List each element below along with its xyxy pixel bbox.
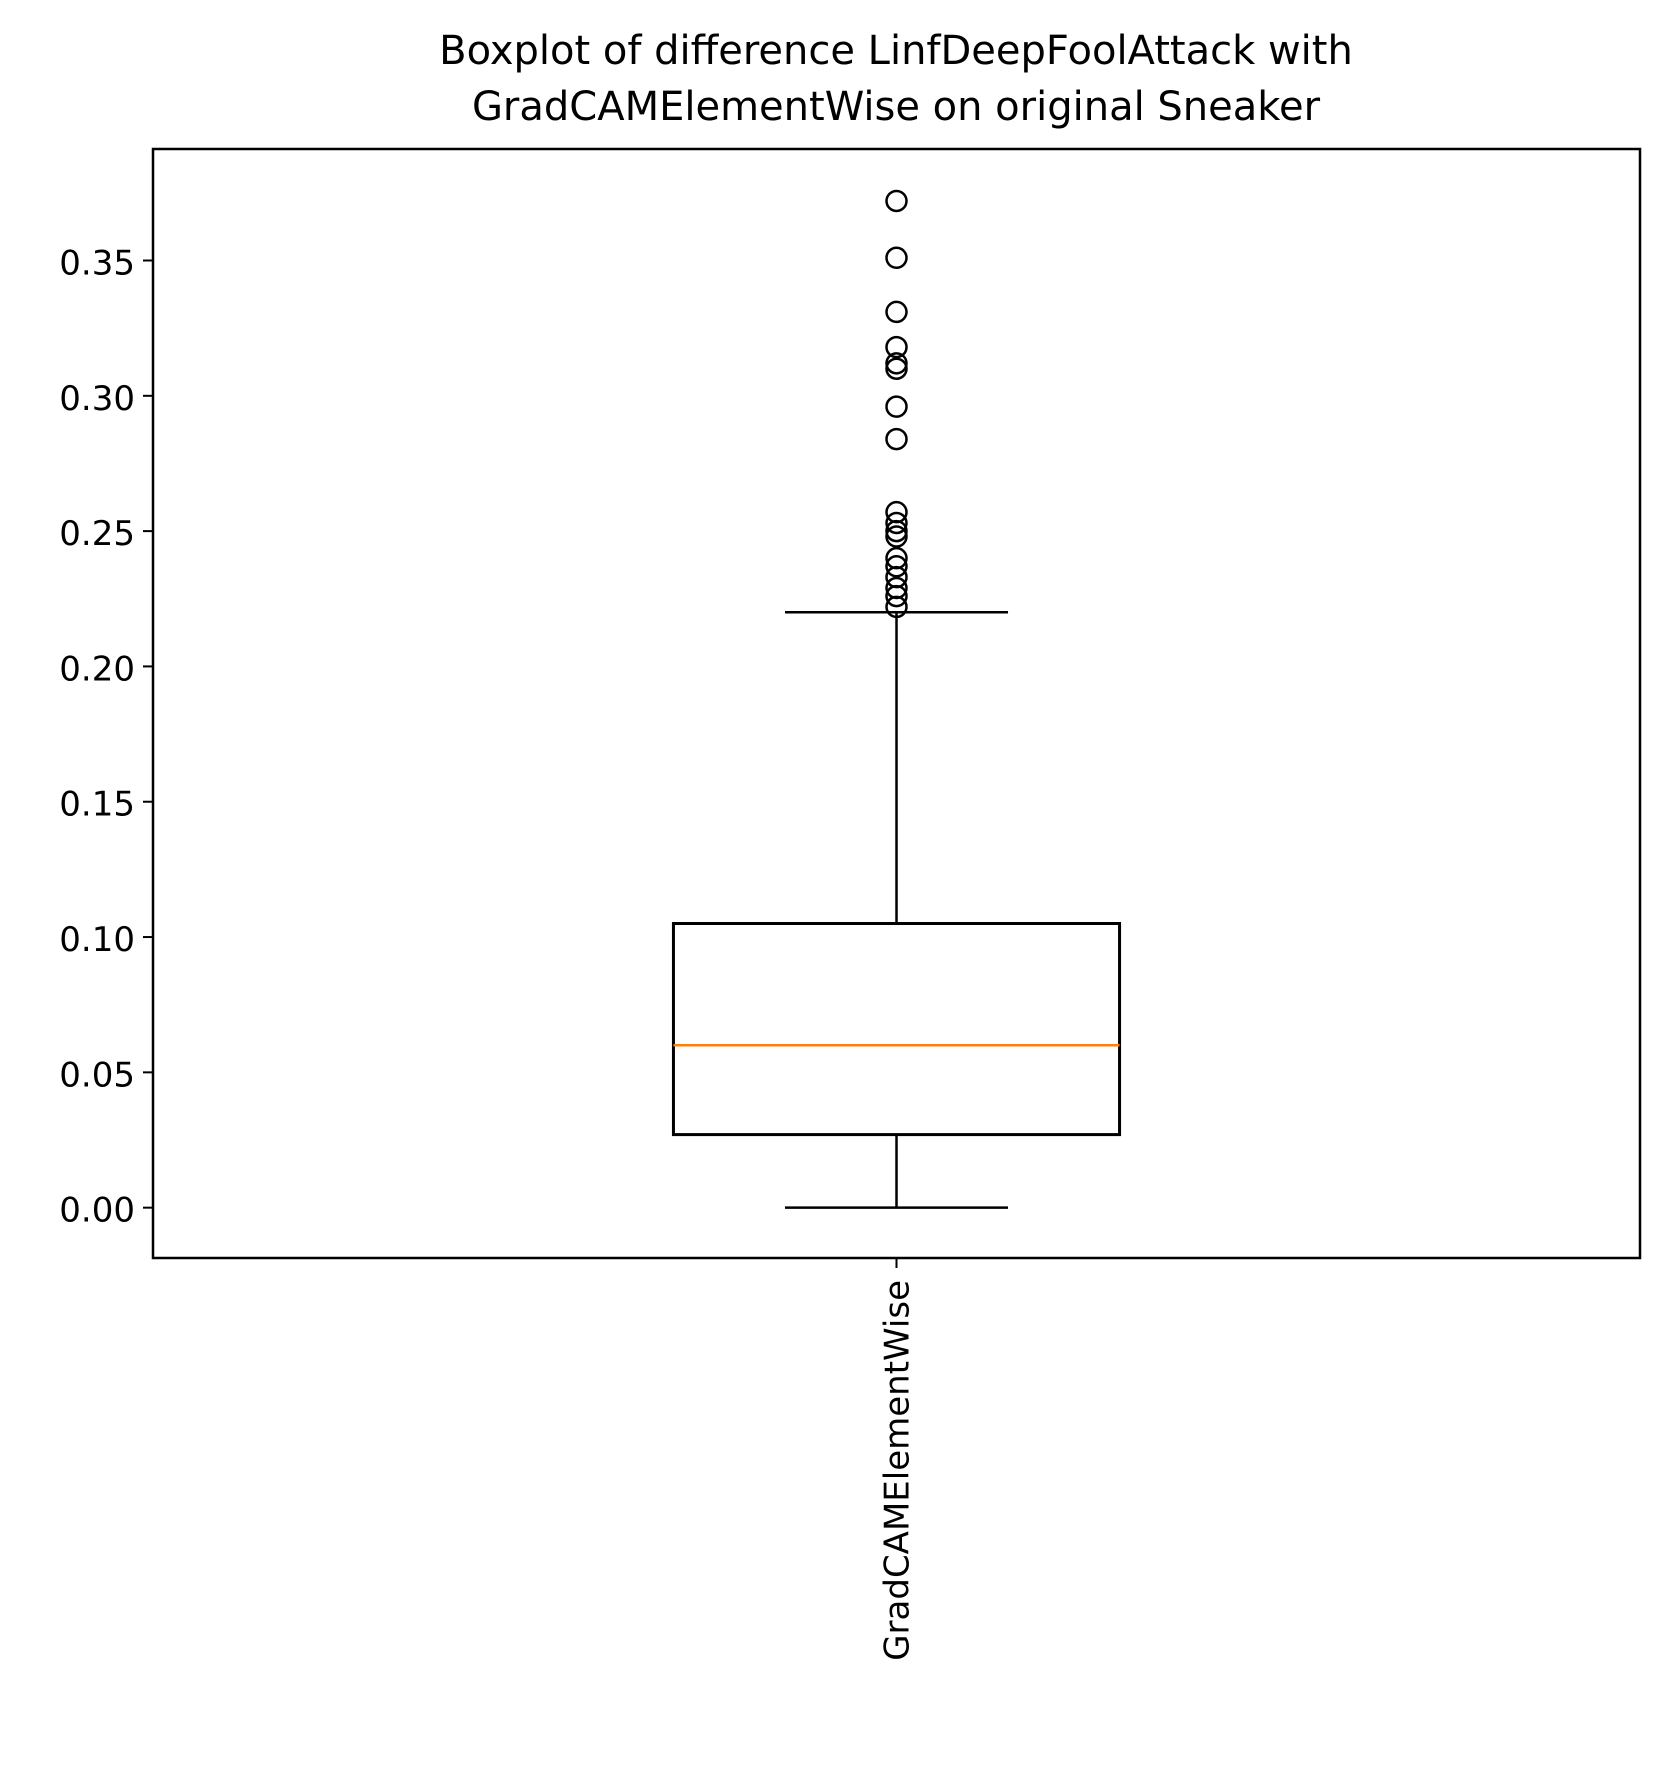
x-tick-label: GradCAMElementWise [878,1280,918,1661]
y-tick-label: 0.05 [59,1055,135,1095]
plot-area-frame [151,147,1642,1260]
outlier-point [885,595,908,619]
outlier-point [885,335,908,359]
outlier-point [885,395,908,418]
y-tick-label: 0.20 [59,649,135,689]
outlier-point [885,584,908,608]
outlier-point [885,511,908,535]
outlier-point [885,246,908,270]
outlier-point [885,352,908,375]
plot-marks [671,189,1122,1209]
y-tick-label: 0.25 [59,514,135,554]
y-tick-label: 0.10 [59,920,135,960]
outlier-point [885,427,908,451]
chart-title-line-2: GradCAMElementWise on original Sneaker [472,84,1321,130]
box-iqr [671,922,1122,1137]
outlier-point [885,300,908,324]
y-axis: 0.00 0.05 0.10 0.15 0.20 0.25 0.30 0.35 [59,243,153,1231]
outlier-point [885,555,908,578]
y-tick-label: 0.00 [59,1191,135,1231]
outlier-point [885,525,908,548]
outlier-point [885,189,908,213]
y-tick-label: 0.15 [59,785,135,825]
x-axis: GradCAMElementWise [878,1258,918,1661]
y-tick-label: 0.35 [59,243,135,283]
outlier-point [885,357,908,380]
outlier-point [885,519,908,543]
chart-title-line-1: Boxplot of difference LinfDeepFoolAttack… [439,28,1353,74]
y-tick-label: 0.30 [59,379,135,419]
